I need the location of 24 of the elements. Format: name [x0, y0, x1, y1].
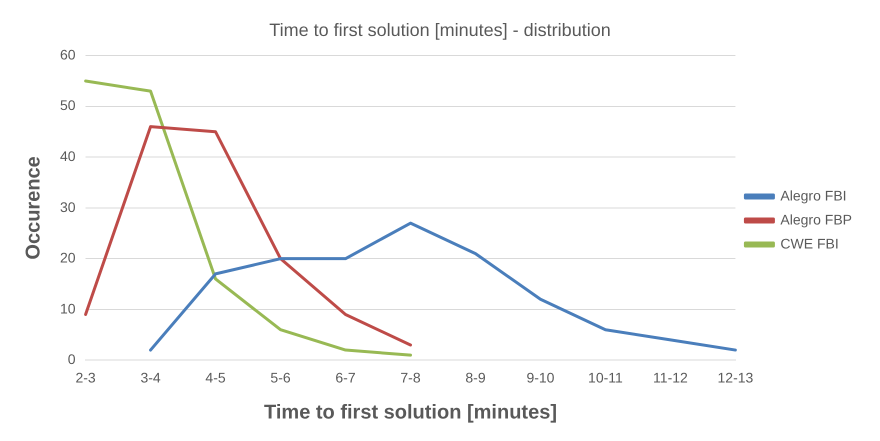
x-tick-label: 8-9	[465, 369, 486, 386]
y-axis-title: Occurence	[22, 156, 45, 260]
x-tick-label: 9-10	[526, 369, 555, 386]
x-tick-label: 7-8	[400, 369, 421, 386]
chart-title: Time to first solution [minutes] - distribution	[269, 20, 611, 40]
legend-label: Alegro FBP	[780, 211, 852, 228]
legend-label: CWE FBI	[780, 235, 839, 252]
y-tick-label: 30	[60, 198, 76, 215]
x-tick-label: 10-11	[588, 369, 624, 386]
y-tick-label: 0	[68, 351, 76, 368]
x-tick-label: 4-5	[205, 369, 226, 386]
x-axis-title: Time to first solution [minutes]	[264, 402, 557, 424]
x-tick-label: 5-6	[270, 369, 291, 386]
x-tick-label: 11-12	[653, 369, 688, 386]
x-tick-label: 12-13	[718, 369, 754, 386]
y-tick-label: 40	[60, 148, 76, 164]
y-tick-label: 20	[60, 250, 76, 266]
x-tick-label: 3-4	[140, 369, 161, 386]
legend-label: Alegro FBI	[780, 187, 847, 204]
y-tick-label: 60	[60, 46, 76, 62]
y-tick-label: 10	[60, 300, 76, 316]
y-tick-label: 50	[60, 97, 76, 114]
x-tick-label: 6-7	[335, 369, 356, 386]
x-tick-label: 2-3	[75, 369, 96, 386]
